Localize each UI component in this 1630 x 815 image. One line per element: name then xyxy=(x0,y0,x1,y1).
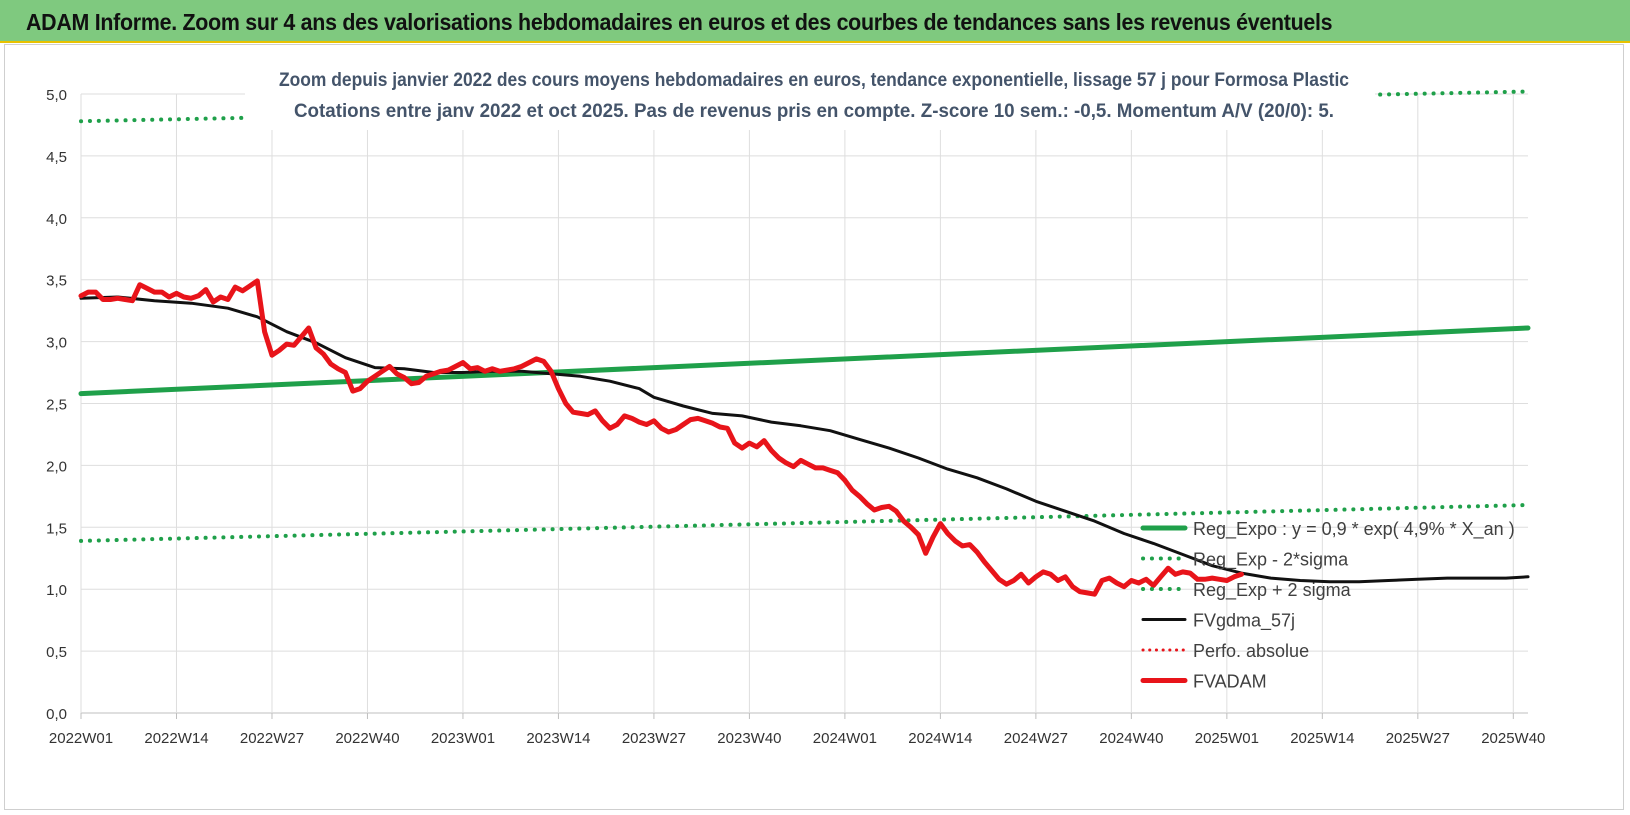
x-tick-label: 2025W01 xyxy=(1195,730,1259,747)
series-line-1 xyxy=(79,503,1530,543)
legend-label: FVgdma_57j xyxy=(1193,611,1295,632)
y-tick-label: 3,0 xyxy=(46,335,67,352)
series-line-3 xyxy=(79,295,1530,584)
y-tick-label: 0,5 xyxy=(46,644,67,661)
legend-label: FVADAM xyxy=(1193,672,1267,692)
x-tick-label: 2024W01 xyxy=(813,730,877,747)
x-tick-label: 2022W40 xyxy=(335,730,399,747)
series-line-0 xyxy=(78,325,1531,397)
legend-label: Reg_Exp - 2*sigma xyxy=(1193,550,1349,571)
legend-label: Reg_Exp + 2 sigma xyxy=(1193,580,1352,601)
chart-title: Zoom depuis janvier 2022 des cours moyen… xyxy=(279,70,1349,91)
legend-label: Reg_Expo : y = 0,9 * exp( 4,9% * X_an ) xyxy=(1193,519,1515,540)
y-tick-label: 1,0 xyxy=(46,582,67,599)
legend: Reg_Expo : y = 0,9 * exp( 4,9% * X_an ) R… xyxy=(1140,519,1515,692)
x-tick-label: 2023W27 xyxy=(622,730,686,747)
y-tick-label: 2,5 xyxy=(46,397,67,414)
x-axis-ticks: 2022W01 2022W14 2022W27 2022W40 2023W01 2023W… xyxy=(49,730,1546,747)
x-tick-label: 2025W27 xyxy=(1386,730,1450,747)
title-background xyxy=(245,58,1375,130)
x-tick-label: 2025W40 xyxy=(1481,730,1545,747)
report-banner: ADAM Informe. Zoom sur 4 ans des valoris… xyxy=(0,0,1630,43)
y-tick-label: 2,0 xyxy=(46,458,67,475)
x-tick-label: 2025W14 xyxy=(1290,730,1354,747)
x-tick-label: 2024W40 xyxy=(1099,730,1163,747)
x-tick-label: 2022W14 xyxy=(144,730,208,747)
y-tick-label: 4,5 xyxy=(46,149,67,166)
chart-subtitle: Cotations entre janv 2022 et oct 2025. P… xyxy=(294,101,1334,122)
x-tick-label: 2023W01 xyxy=(431,730,495,747)
y-tick-label: 0,0 xyxy=(46,706,67,723)
x-tick-label: 2024W27 xyxy=(1004,730,1068,747)
series-line-5 xyxy=(78,278,1244,597)
y-tick-label: 4,0 xyxy=(46,211,67,228)
x-tick-label: 2022W01 xyxy=(49,730,113,747)
y-axis-ticks: 0,0 0,5 1,0 1,5 2,0 2,5 3,0 3,5 4,0 4,5 5,0 xyxy=(46,87,67,723)
chart-frame xyxy=(4,44,1624,810)
x-tick-label: 2023W40 xyxy=(717,730,781,747)
x-tick-label: 2022W27 xyxy=(240,730,304,747)
x-tick-label: 2024W14 xyxy=(908,730,972,747)
gridlines xyxy=(80,93,1528,719)
y-tick-label: 3,5 xyxy=(46,273,67,290)
legend-label: Perfo. absolue xyxy=(1193,641,1309,661)
x-tick-label: 2023W14 xyxy=(526,730,590,747)
y-tick-label: 5,0 xyxy=(46,87,67,104)
report-title: ADAM Informe. Zoom sur 4 ans des valoris… xyxy=(26,9,1333,35)
y-tick-label: 1,5 xyxy=(46,520,67,537)
